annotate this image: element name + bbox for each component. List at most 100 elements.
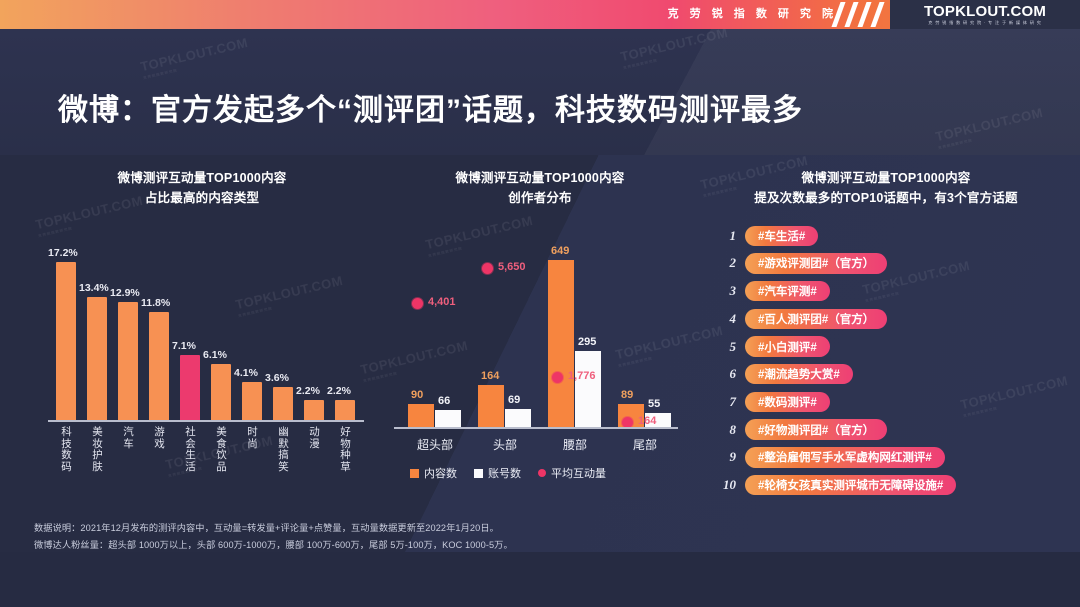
chart2-avg-interaction-label: 5,650 (498, 261, 526, 274)
chart2-value-label-account: 69 (508, 394, 521, 407)
topic-rank: 8 (729, 421, 737, 437)
chart1-category-label: 汽车 (123, 426, 134, 450)
footnote-line2: 微博达人粉丝量：超头部 1000万以上，头部 600万-1000万，腰部 100… (34, 540, 513, 550)
chart1-bar (118, 301, 138, 420)
chart1-category-label: 好物种草 (340, 426, 351, 473)
chart1-category-label: 科技数码 (61, 426, 72, 473)
hero-banner: TOPKLOUT.COM 克劳锐指数研究院 TOPKLOUT.COM 克劳锐指数研究… (0, 29, 1080, 155)
topic-pill[interactable]: #好物测评团#（官方） (745, 419, 888, 440)
topic-list-item[interactable]: 4 #百人测评团#（官方） (718, 306, 1068, 332)
chart1-category-label: 时尚 (247, 426, 258, 450)
logo-subtitle: 克 劳 锐 指 数 研 究 院 · 专 注 于 新 媒 体 研 究 (928, 19, 1042, 25)
chart2-legend-item: 内容数 (410, 465, 457, 481)
chart1-category-label: 动漫 (309, 426, 320, 450)
chart1-bar (56, 262, 76, 420)
chart1-bar (87, 297, 107, 420)
topic-rank: 2 (729, 255, 737, 271)
footnote-line1: 数据说明：2021年12月发布的测评内容中，互动量=转发量+评论量+点赞量，互动… (34, 523, 499, 533)
chart2-avg-interaction-dot (552, 372, 563, 384)
topic-rank: 4 (729, 310, 737, 326)
panel3-title-line1: 微博测评互动量TOP1000内容 (801, 171, 971, 185)
pink-dot-icon (538, 469, 546, 477)
chart1-value-label: 17.2% (48, 247, 78, 260)
chart2-bar-account (645, 412, 671, 427)
topic-list-item[interactable]: 9 #整治雇佣写手水军虚构网红测评# (718, 445, 1068, 471)
topic-pill[interactable]: #小白测评# (745, 336, 830, 357)
chart2-legend: 内容数 账号数 平均互动量 (410, 465, 670, 481)
topic-list-item[interactable]: 6 #潮流趋势大赏# (718, 361, 1068, 387)
chart2-legend-item: 平均互动量 (538, 465, 606, 481)
topic-list-item[interactable]: 2 #游戏评测团#（官方） (718, 251, 1068, 277)
chart1-category-label: 幽默搞笑 (278, 426, 289, 473)
chart1-bar (180, 354, 200, 420)
chart2-value-label-content: 89 (621, 389, 634, 402)
topic-list-item[interactable]: 8 #好物测评团#（官方） (718, 417, 1068, 443)
chart1-value-label: 13.4% (79, 282, 109, 295)
topic-list-item[interactable]: 5 #小白测评# (718, 334, 1068, 360)
panel3-title-line2: 提及次数最多的TOP10话题中，有3个官方话题 (754, 191, 1018, 205)
chart1-category-label: 美妆护肤 (92, 426, 103, 473)
panel-content-type-share: 微博测评互动量TOP1000内容 占比最高的内容类型 17.2% 13.4% 12.… (18, 155, 386, 552)
chart2-avg-interaction-label: 164 (638, 415, 657, 428)
topic-pill[interactable]: #整治雇佣写手水军虚构网红测评# (745, 447, 945, 468)
chart1-value-label: 4.1% (234, 367, 258, 380)
panel1-title: 微博测评互动量TOP1000内容 占比最高的内容类型 (18, 155, 386, 208)
white-square-icon (474, 468, 483, 478)
chart2-avg-interaction-label: 1,776 (568, 370, 596, 383)
topic-pill[interactable]: #百人测评团#（官方） (745, 308, 888, 330)
chart2-bar-account (505, 409, 531, 427)
chart1-category-label: 美食饮品 (216, 426, 227, 473)
chart2-category-label: 超头部 (416, 438, 453, 452)
page-footer: 大数跨境 17 (0, 552, 1080, 607)
chart1-bar (242, 382, 262, 420)
slash-decoration (831, 0, 890, 29)
panel1-title-line2: 占比最高的内容类型 (144, 191, 260, 205)
topic-rank: 9 (729, 449, 737, 465)
topic-pill[interactable]: #游戏评测团#（官方） (745, 253, 888, 274)
topic-rank: 3 (729, 283, 737, 299)
chart1-value-label: 6.1% (203, 349, 227, 362)
panel2-title-line2: 创作者分布 (508, 191, 572, 205)
chart2-plot-area: 90 66 4,401 164 69 5,650 649 295 1,776 89 55 164 (398, 245, 678, 429)
panel2-title: 微博测评互动量TOP1000内容 创作者分布 (390, 155, 690, 208)
chart2-avg-interaction-label: 4,401 (428, 296, 456, 309)
chart1-category-label: 社会生活 (185, 426, 196, 473)
topic-list-item[interactable]: 7 #数码测评# (718, 389, 1068, 415)
chart2-value-label-account: 55 (648, 397, 661, 410)
chart1-value-label: 2.2% (327, 384, 351, 397)
topic-pill[interactable]: #数码测评# (745, 391, 830, 413)
panel3-title: 微博测评互动量TOP1000内容 提及次数最多的TOP10话题中，有3个官方话题 (700, 155, 1072, 208)
topic-pill[interactable]: #车生活# (745, 225, 819, 246)
chart2-value-label-account: 66 (438, 395, 451, 408)
topic-pill[interactable]: #潮流趋势大赏# (745, 363, 853, 385)
chart2-bar-content (548, 260, 574, 427)
topic-pill[interactable]: #轮椅女孩真实测评城市无障碍设施# (745, 474, 957, 496)
chart1-x-axis (48, 420, 364, 422)
chart2-legend-item: 账号数 (474, 465, 521, 481)
topic-list-item[interactable]: 1 #车生活# (718, 223, 1068, 249)
topic-rank: 10 (723, 476, 736, 492)
topic-rank: 6 (729, 366, 737, 382)
chart2-bar-account (435, 410, 461, 427)
logo-wordmark: TOPKLOUT.COM (923, 2, 1047, 20)
chart1-bar (304, 399, 324, 420)
topic-rank: 1 (729, 227, 737, 243)
chart2-legend-label: 平均互动量 (551, 468, 606, 480)
chart2-legend-label: 内容数 (424, 468, 457, 480)
chart1-bar (211, 364, 231, 420)
chart2-value-label-content: 164 (481, 369, 500, 382)
chart2-avg-interaction-dot (412, 298, 423, 310)
topic-rank: 5 (729, 338, 737, 354)
chart1-value-label: 11.8% (141, 296, 171, 309)
topic-list-item[interactable]: 10 #轮椅女孩真实测评城市无障碍设施# (718, 472, 1068, 498)
topic-pill[interactable]: #汽车评测# (745, 280, 830, 302)
topic-list-item[interactable]: 3 #汽车评测# (718, 278, 1068, 304)
content-stage: TOPKLOUT.COM 克劳锐指数研究院 TOPKLOUT.COM 克劳锐指数研究… (0, 155, 1080, 552)
chart2-category-label: 腰部 (562, 438, 587, 452)
topklout-logo: TOPKLOUT.COM 克 劳 锐 指 数 研 究 院 · 专 注 于 新 媒… (890, 0, 1080, 29)
panel1-title-line1: 微博测评互动量TOP1000内容 (117, 171, 287, 185)
panel-top10-topics: 微博测评互动量TOP1000内容 提及次数最多的TOP10话题中，有3个官方话题… (700, 155, 1072, 552)
watermark: TOPKLOUT.COM 克劳锐指数研究院 (934, 104, 1045, 151)
chart2-bar-content (408, 403, 434, 427)
chart1-bar (149, 311, 169, 420)
